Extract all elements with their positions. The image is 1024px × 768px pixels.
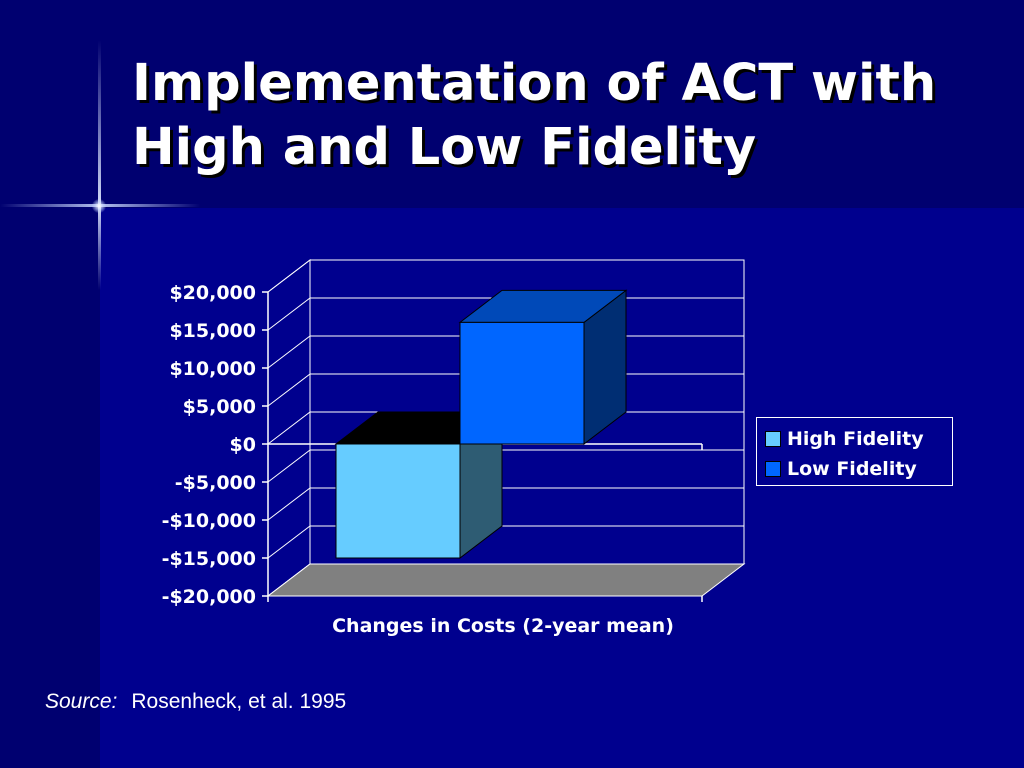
chart-legend: High Fidelity Low Fidelity xyxy=(756,417,953,486)
flare-core xyxy=(92,199,106,213)
slide-title-line-2: High and Low Fidelity xyxy=(132,118,757,177)
chart-plot-area: $20,000 $15,000 $10,000 $5,000 $0 -$5,000 -$10… xyxy=(162,258,746,637)
background-top-band xyxy=(0,0,1024,208)
bar-high-fidelity xyxy=(335,443,461,559)
y-tick-label-5: -$5,000 xyxy=(175,472,256,494)
source-text: Rosenheck, et al. 1995 xyxy=(131,690,347,713)
y-tick-label-7: -$15,000 xyxy=(162,548,256,570)
y-tick-label-8: -$20,000 xyxy=(162,586,256,608)
legend-swatch-high-fidelity xyxy=(765,431,781,447)
legend-item-low-fidelity: Low Fidelity xyxy=(765,454,952,484)
slide-title: Implementation of ACT with High and Low … xyxy=(132,52,936,180)
gridline-7 xyxy=(267,525,744,559)
y-tick-label-4: $0 xyxy=(230,434,256,456)
y-tick-label-1: $15,000 xyxy=(169,320,256,342)
source-citation: Source: Rosenheck, et al. 1995 xyxy=(45,690,346,714)
y-tick-label-0: $20,000 xyxy=(169,282,256,304)
gridline-0 xyxy=(267,259,744,293)
slide-title-line-1: Implementation of ACT with xyxy=(132,54,937,113)
legend-label-high-fidelity: High Fidelity xyxy=(787,428,924,450)
flare-vertical xyxy=(98,40,101,290)
y-tick-label-2: $10,000 xyxy=(169,358,256,380)
legend-swatch-low-fidelity xyxy=(765,461,781,477)
source-label: Source: xyxy=(45,690,118,713)
y-tick-label-6: -$10,000 xyxy=(162,510,256,532)
gridline-5 xyxy=(267,449,744,483)
y-tick-label-3: $5,000 xyxy=(183,396,256,418)
legend-item-high-fidelity: High Fidelity xyxy=(765,424,952,454)
legend-label-low-fidelity: Low Fidelity xyxy=(787,458,917,480)
x-category-label: Changes in Costs (2-year mean) xyxy=(332,615,674,637)
bar-low-fidelity xyxy=(459,321,585,445)
gridline-6 xyxy=(267,487,744,521)
chart-floor xyxy=(266,563,746,597)
